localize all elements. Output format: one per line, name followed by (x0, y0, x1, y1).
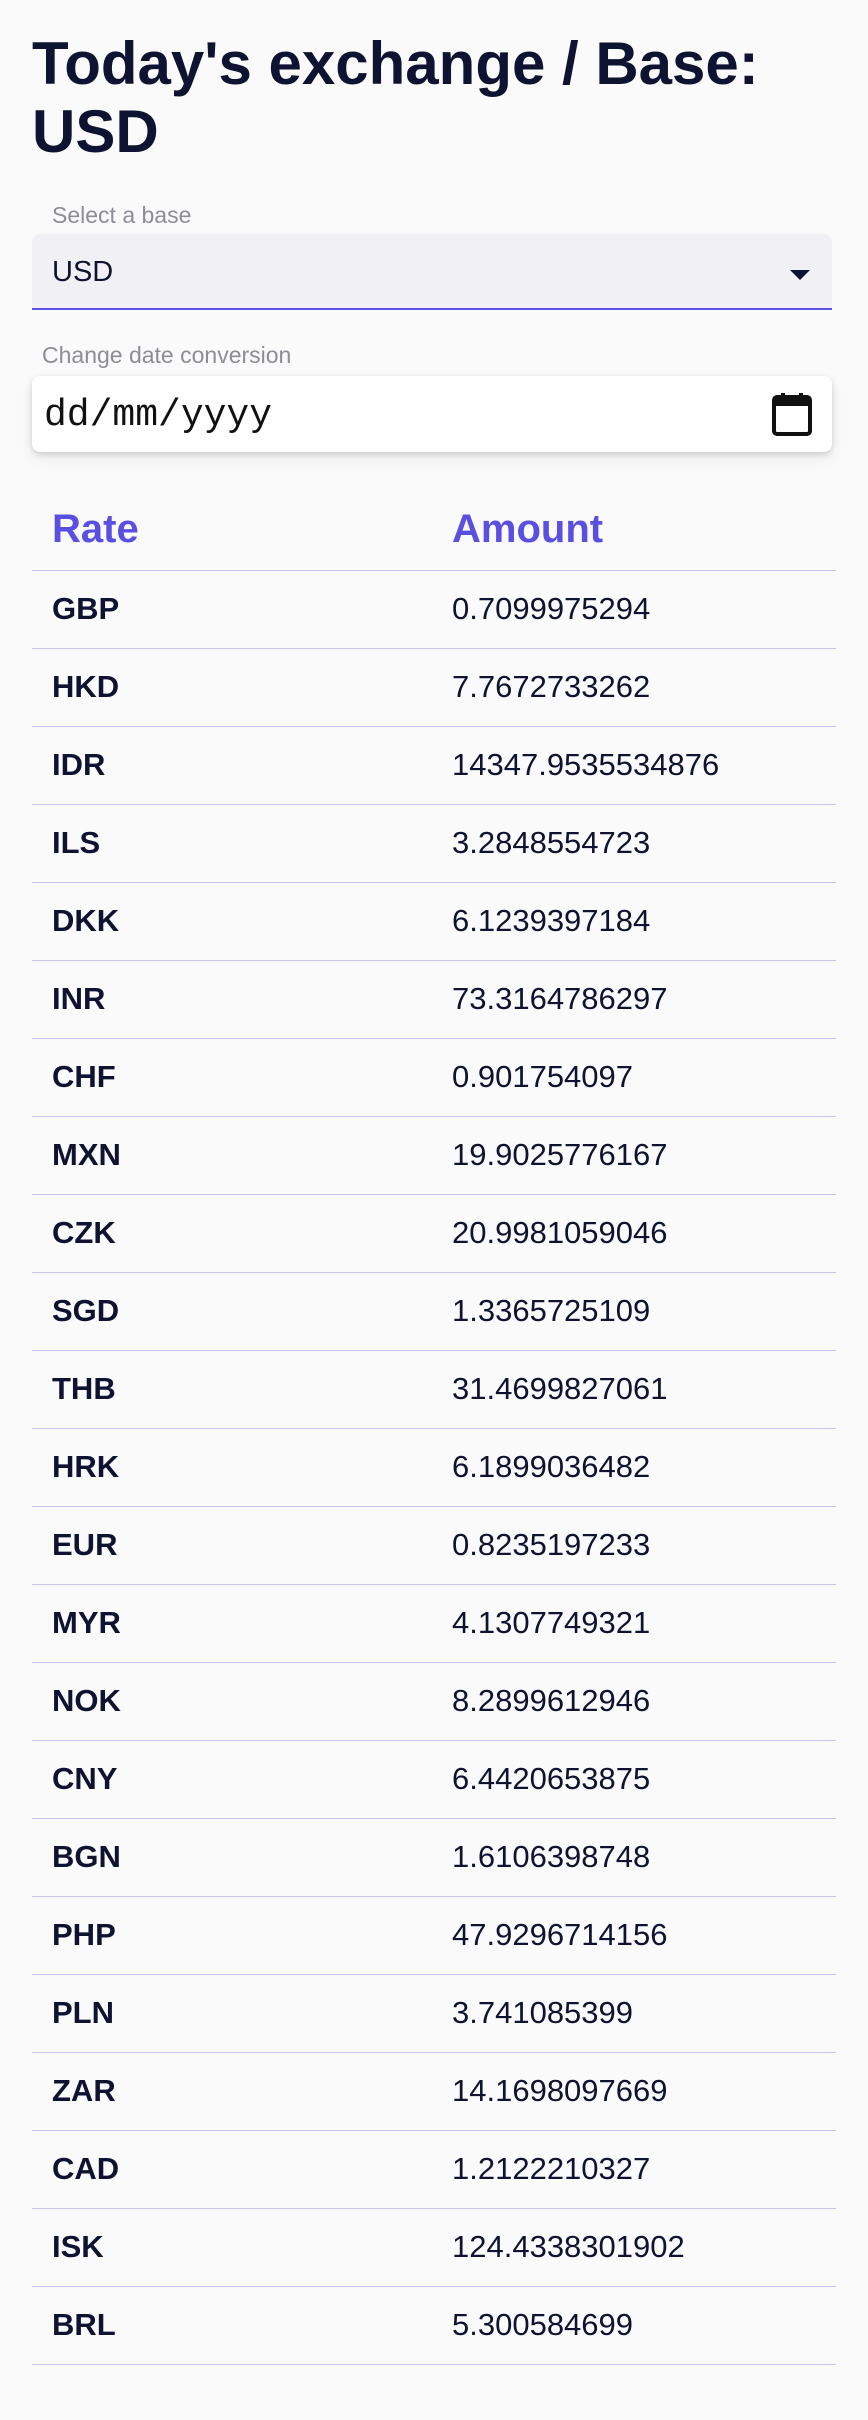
rate-amount-cell: 19.9025776167 (432, 1116, 836, 1195)
table-row: MXN 19.9025776167 (32, 1116, 836, 1195)
table-row: ILS 3.2848554723 (32, 804, 836, 883)
table-row: MYR 4.1307749321 (32, 1584, 836, 1663)
rate-amount-cell: 5.300584699 (432, 2286, 836, 2365)
rate-amount-cell: 20.9981059046 (432, 1194, 836, 1273)
rate-amount-cell: 0.901754097 (432, 1038, 836, 1117)
rate-amount-cell: 14.1698097669 (432, 2052, 836, 2131)
rate-amount-cell: 4.1307749321 (432, 1584, 836, 1663)
table-row: INR 73.3164786297 (32, 960, 836, 1039)
rate-code-cell: BRL (32, 2286, 432, 2365)
rate-code-cell: CHF (32, 1038, 432, 1117)
amount-column-header: Amount (432, 490, 836, 571)
table-row: HKD 7.7672733262 (32, 648, 836, 727)
rate-amount-cell: 7.7672733262 (432, 648, 836, 727)
rate-code-cell: ISK (32, 2208, 432, 2287)
table-row: BRL 5.300584699 (32, 2286, 836, 2365)
table-header-row: Rate Amount (32, 490, 836, 571)
rate-amount-cell: 3.741085399 (432, 1974, 836, 2053)
table-row: CNY 6.4420653875 (32, 1740, 836, 1819)
rate-code-cell: MXN (32, 1116, 432, 1195)
base-select[interactable]: USD (32, 234, 832, 310)
rate-amount-cell: 0.7099975294 (432, 570, 836, 649)
rates-table: Rate Amount GBP 0.7099975294 HKD 7.76727332… (32, 490, 836, 2365)
base-select-field: Select a base USD (32, 202, 832, 310)
date-conversion-field: Change date conversion dd/mm/yyyy (32, 342, 832, 460)
date-input-label: Change date conversion (42, 342, 292, 368)
table-row: NOK 8.2899612946 (32, 1662, 836, 1741)
table-row: PHP 47.9296714156 (32, 1896, 836, 1975)
rate-amount-cell: 8.2899612946 (432, 1662, 836, 1741)
rate-code-cell: BGN (32, 1818, 432, 1897)
rate-code-cell: NOK (32, 1662, 432, 1741)
table-row: HRK 6.1899036482 (32, 1428, 836, 1507)
rate-amount-cell: 47.9296714156 (432, 1896, 836, 1975)
calendar-icon[interactable] (772, 392, 812, 436)
table-row: ISK 124.4338301902 (32, 2208, 836, 2287)
rate-amount-cell: 6.1899036482 (432, 1428, 836, 1507)
rate-code-cell: HKD (32, 648, 432, 727)
rate-code-cell: THB (32, 1350, 432, 1429)
rate-code-cell: DKK (32, 882, 432, 961)
page: Today's exchange / Base: USD Select a ba… (32, 30, 836, 2365)
rates-table-body: GBP 0.7099975294 HKD 7.7672733262 IDR 14347.9… (32, 570, 836, 2365)
table-row: CAD 1.2122210327 (32, 2130, 836, 2209)
rate-code-cell: EUR (32, 1506, 432, 1585)
rate-amount-cell: 1.3365725109 (432, 1272, 836, 1351)
table-row: GBP 0.7099975294 (32, 570, 836, 649)
rate-code-cell: HRK (32, 1428, 432, 1507)
rate-code-cell: ZAR (32, 2052, 432, 2131)
table-row: THB 31.4699827061 (32, 1350, 836, 1429)
rate-code-cell: IDR (32, 726, 432, 805)
rate-amount-cell: 31.4699827061 (432, 1350, 836, 1429)
rate-code-cell: PLN (32, 1974, 432, 2053)
date-input-placeholder: dd/mm/yyyy (44, 394, 273, 437)
rate-amount-cell: 124.4338301902 (432, 2208, 836, 2287)
rate-amount-cell: 0.8235197233 (432, 1506, 836, 1585)
rate-amount-cell: 1.6106398748 (432, 1818, 836, 1897)
rate-code-cell: PHP (32, 1896, 432, 1975)
rate-amount-cell: 1.2122210327 (432, 2130, 836, 2209)
rate-code-cell: MYR (32, 1584, 432, 1663)
table-row: CZK 20.9981059046 (32, 1194, 836, 1273)
rate-code-cell: CAD (32, 2130, 432, 2209)
rate-code-cell: CNY (32, 1740, 432, 1819)
date-input[interactable]: dd/mm/yyyy (32, 376, 832, 452)
base-select-label: Select a base (52, 202, 192, 228)
table-row: ZAR 14.1698097669 (32, 2052, 836, 2131)
rate-amount-cell: 3.2848554723 (432, 804, 836, 883)
rate-code-cell: ILS (32, 804, 432, 883)
rate-amount-cell: 6.1239397184 (432, 882, 836, 961)
rate-column-header: Rate (32, 490, 432, 571)
rate-code-cell: CZK (32, 1194, 432, 1273)
base-select-value: USD (52, 256, 114, 288)
rate-amount-cell: 73.3164786297 (432, 960, 836, 1039)
table-row: EUR 0.8235197233 (32, 1506, 836, 1585)
page-title: Today's exchange / Base: USD (32, 30, 759, 165)
table-row: DKK 6.1239397184 (32, 882, 836, 961)
rate-amount-cell: 14347.9535534876 (432, 726, 836, 805)
caret-down-icon (790, 270, 810, 280)
table-row: PLN 3.741085399 (32, 1974, 836, 2053)
table-row: CHF 0.901754097 (32, 1038, 836, 1117)
table-row: BGN 1.6106398748 (32, 1818, 836, 1897)
table-row: IDR 14347.9535534876 (32, 726, 836, 805)
rate-code-cell: INR (32, 960, 432, 1039)
rate-code-cell: GBP (32, 570, 432, 649)
rate-amount-cell: 6.4420653875 (432, 1740, 836, 1819)
rate-code-cell: SGD (32, 1272, 432, 1351)
table-row: SGD 1.3365725109 (32, 1272, 836, 1351)
